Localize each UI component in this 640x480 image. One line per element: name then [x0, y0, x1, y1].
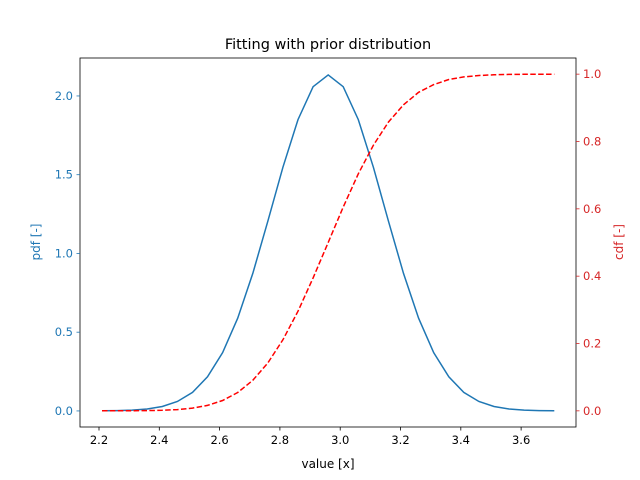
y-left-tick-label: 1.0: [55, 246, 73, 260]
y-right-tick-label: 0.6: [583, 202, 601, 216]
y-right-tick-label: 0.0: [583, 404, 601, 418]
x-tick-label: 3.2: [391, 433, 409, 447]
y-left-tick-label: 2.0: [55, 89, 73, 103]
plot-frame: [79, 57, 577, 428]
y-left-tick-label: 0.5: [55, 325, 73, 339]
y-right-axis-label: cdf [-]: [612, 224, 626, 260]
x-tick-label: 2.4: [150, 433, 168, 447]
y-left-tick-label: 0.0: [55, 404, 73, 418]
y-right-tick-label: 0.2: [583, 337, 601, 351]
y-right-tick-label: 0.4: [583, 269, 601, 283]
chart-title: Fitting with prior distribution: [225, 37, 431, 53]
y-left-tick-label: 1.5: [55, 168, 73, 182]
y-right-tick-label: 1.0: [583, 67, 601, 81]
x-tick-label: 3.6: [512, 433, 530, 447]
x-tick-label: 2.8: [271, 433, 289, 447]
x-tick-label: 3.0: [331, 433, 349, 447]
y-left-axis-label: pdf [-]: [29, 224, 43, 261]
y-right-tick-label: 0.8: [583, 134, 601, 148]
cdf-line: [102, 73, 555, 412]
x-tick-label: 3.4: [452, 433, 470, 447]
x-tick-label: 2.6: [210, 433, 228, 447]
x-axis-label: value [x]: [301, 457, 354, 471]
pdf-line: [101, 73, 555, 412]
x-tick-label: 2.2: [90, 433, 108, 447]
